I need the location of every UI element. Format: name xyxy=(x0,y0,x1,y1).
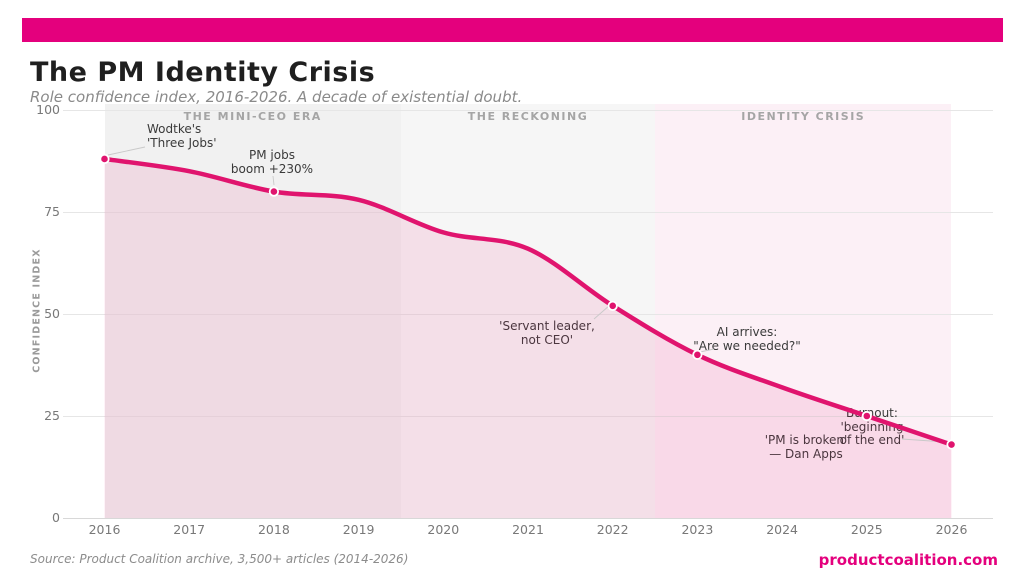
page-title: The PM Identity Crisis xyxy=(30,57,376,88)
page-subtitle: Role confidence index, 2016-2026. A deca… xyxy=(30,88,523,106)
y-tick-label: 75 xyxy=(44,204,60,219)
gridline xyxy=(63,109,993,111)
annotation-broken: 'PM is broken' — Dan Apps xyxy=(764,433,848,461)
annotation-pm-jobs: PM jobs boom +230% xyxy=(230,148,314,176)
site-link[interactable]: productcoalition.com xyxy=(818,551,998,569)
source-note: Source: Product Coalition archive, 3,500… xyxy=(30,552,409,566)
annotation-servant: 'Servant leader, not CEO' xyxy=(499,319,595,347)
y-tick-label: 100 xyxy=(36,102,60,117)
brand-top-bar xyxy=(22,18,1003,42)
x-tick-label: 2026 xyxy=(935,522,968,537)
gridline xyxy=(63,517,993,519)
x-tick-label: 2017 xyxy=(173,522,206,537)
era-band-label: THE RECKONING xyxy=(467,110,589,123)
annotation-wodtke: Wodtke's 'Three Jobs' xyxy=(147,122,217,150)
x-tick-label: 2020 xyxy=(427,522,460,537)
x-tick-label: 2024 xyxy=(766,522,798,537)
y-tick-label: 0 xyxy=(52,510,60,525)
annotation-ai: AI arrives: "Are we needed?" xyxy=(693,325,801,353)
x-tick-label: 2018 xyxy=(257,522,290,537)
x-tick-label: 2022 xyxy=(596,522,629,537)
annotation-burnout: Burnout: 'beginning of the end' xyxy=(839,406,905,447)
x-tick-label: 2016 xyxy=(88,522,121,537)
x-tick-label: 2019 xyxy=(342,522,375,537)
x-tick-label: 2025 xyxy=(850,522,883,537)
x-tick-label: 2021 xyxy=(512,522,544,537)
y-tick-label: 50 xyxy=(44,306,60,321)
era-band-label: THE MINI-CEO ERA xyxy=(183,110,322,123)
era-band-label: IDENTITY CRISIS xyxy=(741,110,866,123)
y-tick-label: 25 xyxy=(44,408,60,423)
x-tick-label: 2023 xyxy=(681,522,714,537)
